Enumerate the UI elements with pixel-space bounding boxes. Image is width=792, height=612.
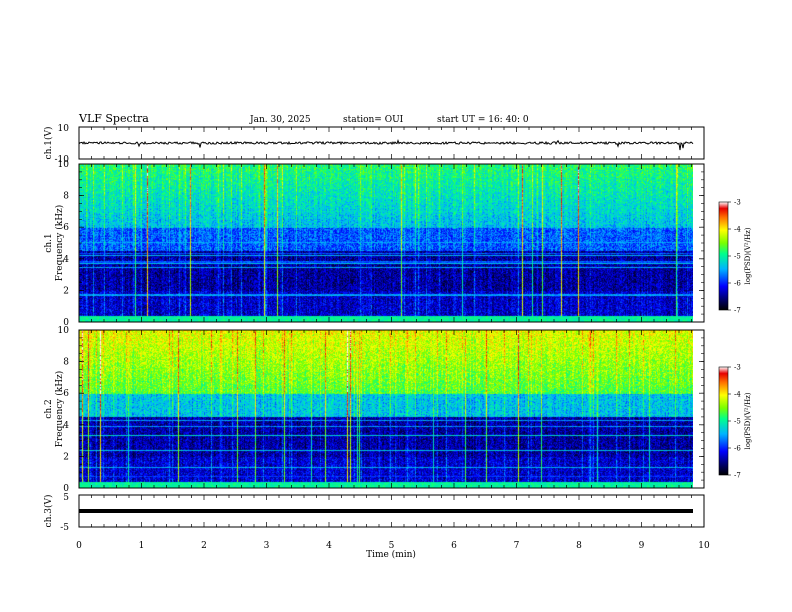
ch2-colorbar-label: log(PSD)(V²/Hz) xyxy=(744,392,752,449)
x-tick-label: 7 xyxy=(514,541,520,551)
x-tick-label: 5 xyxy=(389,541,395,551)
ch1-y-label: ch.1(V) xyxy=(43,127,54,160)
freq-tick-label: 8 xyxy=(63,192,69,202)
colorbar-tick-label: -4 xyxy=(734,391,741,399)
colorbar-tick-label: -3 xyxy=(734,199,741,207)
ch2-spectrogram-canvas-wrap xyxy=(79,330,693,488)
x-axis-label: Time (min) xyxy=(366,549,416,560)
colorbar-tick-label: -5 xyxy=(734,253,741,261)
freq-tick-label: 0 xyxy=(63,484,69,494)
x-tick-label: 8 xyxy=(576,541,582,551)
start-time-label: start UT = 16: 40: 0 xyxy=(437,115,529,125)
ch1-colorbar: -3 -4 -5 -6 -7 log(PSD)(V²/Hz) xyxy=(718,199,752,315)
x-tick-label: 6 xyxy=(451,541,457,551)
ch3-y-tick-bottom: -5 xyxy=(60,523,69,533)
freq-tick-label: 10 xyxy=(58,326,70,336)
ch1-colorbar-wrap xyxy=(719,202,728,310)
freq-tick-label: 6 xyxy=(63,389,69,399)
colorbar-tick-label: -7 xyxy=(734,307,741,315)
ch2-colorbar-gradient xyxy=(719,367,728,475)
ch2-spectrogram-panel: 0 2 4 6 8 10 ch.2 Frequency (kHz) xyxy=(44,326,705,494)
ch1-freq-ticks: 0 2 4 6 8 10 xyxy=(58,160,704,328)
ch2-colorbar: -3 -4 -5 -6 -7 log(PSD)(V²/Hz) xyxy=(718,364,752,480)
figure-title: VLF Spectra xyxy=(78,112,149,125)
ch2-freq-label: Frequency (kHz) xyxy=(54,371,65,448)
freq-tick-label: 10 xyxy=(58,160,70,170)
ch1-spectrogram-image xyxy=(79,164,693,322)
x-axis-tick-labels: 0 1 2 3 4 5 6 7 8 9 10 xyxy=(76,541,710,551)
date-label: Jan. 30, 2025 xyxy=(249,115,311,125)
freq-tick-label: 4 xyxy=(63,255,69,265)
ch3-waveform-trace xyxy=(79,509,693,513)
ch2-spectrogram-image xyxy=(79,330,693,488)
ch2-freq-label-channel: ch.2 xyxy=(44,399,54,418)
ch1-freq-label-channel: ch.1 xyxy=(44,233,54,252)
ch1-y-tick-bottom: -10 xyxy=(55,155,70,165)
freq-tick-label: 2 xyxy=(63,286,69,296)
panels: 10 -10 ch.1(V) 0 2 4 6 8 10 ch.1 Frequency (k… xyxy=(43,124,705,533)
ch1-waveform-trace xyxy=(78,139,694,151)
ch3-waveform-panel: 5 -5 ch.3(V) xyxy=(43,493,705,533)
ch3-y-label: ch.3(V) xyxy=(43,495,54,528)
station-label: station= OUI xyxy=(343,115,404,125)
ch1-colorbar-gradient xyxy=(719,202,728,310)
x-tick-label: 1 xyxy=(139,541,145,551)
ch1-spectrogram-panel: 0 2 4 6 8 10 ch.1 Frequency (kHz) xyxy=(44,160,705,328)
colorbar-tick-label: -6 xyxy=(734,445,741,453)
x-tick-label: 10 xyxy=(698,541,710,551)
freq-tick-label: 0 xyxy=(63,318,69,328)
x-tick-label: 3 xyxy=(264,541,270,551)
ch3-y-tick-top: 5 xyxy=(63,493,69,503)
ch1-waveform-panel: 10 -10 ch.1(V) xyxy=(43,124,705,165)
colorbar-tick-label: -6 xyxy=(734,280,741,288)
ch1-spectrogram-canvas-wrap xyxy=(79,164,693,322)
x-tick-label: 0 xyxy=(76,541,82,551)
ch1-colorbar-ticks: -3 -4 -5 -6 -7 xyxy=(728,199,741,315)
freq-tick-label: 6 xyxy=(63,223,69,233)
ch2-freq-ticks: 0 2 4 6 8 10 xyxy=(58,326,704,494)
ch1-colorbar-label: log(PSD)(V²/Hz) xyxy=(744,227,752,284)
colorbar-tick-label: -4 xyxy=(734,226,741,234)
freq-tick-label: 8 xyxy=(63,358,69,368)
freq-tick-label: 2 xyxy=(63,452,69,462)
x-tick-label: 9 xyxy=(639,541,645,551)
time-ticks xyxy=(78,127,705,527)
x-tick-label: 2 xyxy=(201,541,207,551)
x-tick-label: 4 xyxy=(326,541,332,551)
colorbar-tick-label: -3 xyxy=(734,364,741,372)
colorbar-tick-label: -5 xyxy=(734,418,741,426)
ch1-y-tick-top: 10 xyxy=(58,124,70,134)
ch2-colorbar-wrap xyxy=(719,367,728,475)
freq-tick-label: 4 xyxy=(63,421,69,431)
ch2-colorbar-ticks: -3 -4 -5 -6 -7 xyxy=(728,364,741,480)
colorbar-tick-label: -7 xyxy=(734,472,741,480)
ch1-freq-label: Frequency (kHz) xyxy=(54,205,65,282)
